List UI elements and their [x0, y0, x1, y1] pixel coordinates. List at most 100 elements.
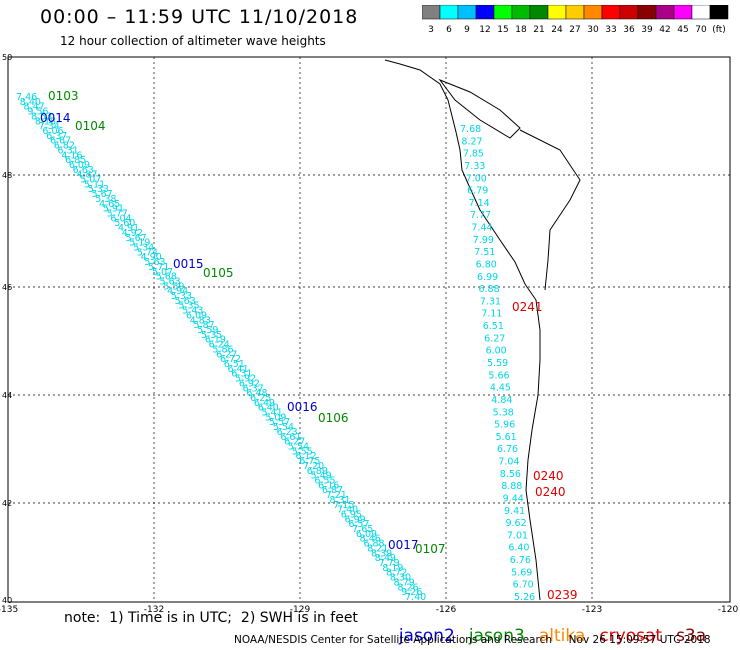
track-value: 5.92	[235, 374, 256, 385]
colorbar: 3 6 9 12 15 18 21 24 27 30 33 36 39 42 45 70 (ft)	[422, 5, 729, 35]
track-value: 6.63	[73, 165, 94, 176]
track-value: 7.33	[464, 161, 485, 172]
track-value: 7.68	[460, 124, 481, 135]
track-value: 8.26	[397, 582, 418, 593]
track-value: 5.68	[156, 272, 177, 283]
lat-tick-label: 48	[2, 171, 12, 180]
track-value: 5.43	[182, 306, 203, 317]
island-outline	[438, 78, 521, 139]
track-value: 4.16	[61, 150, 82, 161]
track-value: 7.40	[405, 592, 426, 603]
pass-label: 0240	[533, 469, 564, 483]
track-value: 6.48	[246, 388, 267, 399]
track-value: 4.94	[167, 286, 188, 297]
colorbar-label: 30	[587, 25, 599, 35]
sat-s3a: s3a	[676, 626, 707, 646]
sat-jason3: jason3	[468, 626, 525, 646]
track-value: 5.38	[95, 194, 116, 205]
track-value: 7.31	[480, 296, 501, 307]
track-value: 7.14	[469, 198, 490, 209]
pass-label: 0240	[535, 485, 566, 499]
track-value: 6.89	[307, 466, 328, 477]
track-value: 5.09	[265, 412, 286, 423]
track-value: 4.92	[122, 228, 143, 239]
map-frame	[7, 56, 731, 603]
track-value: 6.67	[50, 136, 71, 147]
pass-label: 0105	[203, 266, 234, 280]
track-value: 6.37	[243, 383, 264, 394]
track-value: 6.41	[227, 364, 248, 375]
track-value: 8.39	[371, 548, 392, 559]
track-value: 6.80	[476, 259, 497, 270]
lon-tick-label: -132	[144, 605, 164, 615]
lat-tick-label: 50	[2, 53, 12, 62]
pass-label: 0014	[40, 111, 71, 125]
colorbar-label: 27	[569, 25, 580, 35]
track-value: 8.31	[329, 495, 350, 506]
track-value: 5.74	[137, 247, 158, 258]
track-value: 8.56	[500, 469, 521, 480]
track-value: 7.77	[470, 210, 491, 221]
track-value: 8.21	[367, 543, 388, 554]
track-value: 6.16	[318, 480, 339, 491]
track-value: 6.99	[345, 514, 366, 525]
track-value: 5.35	[178, 301, 199, 312]
track-value: 5.91	[103, 204, 124, 215]
coastline	[384, 59, 541, 601]
pass-label: 0104	[75, 119, 106, 133]
track-value: 7.04	[498, 457, 519, 468]
track-value: 5.63	[144, 257, 165, 268]
lon-tick-label: -135	[0, 605, 18, 615]
track-value: 6.87	[322, 485, 343, 496]
credit-line: NOAA/NESDIS Center for Satellite Applica…	[234, 634, 711, 646]
track-value: 9.26	[401, 587, 422, 598]
lat-tick-label: 42	[2, 499, 12, 508]
track-value: 6.55	[314, 475, 335, 486]
track-value: 4.84	[491, 395, 512, 406]
track-value: 5.57	[269, 417, 290, 428]
track-value: 6.23	[277, 427, 298, 438]
track-value: 7.46	[16, 92, 37, 103]
pass-label: 0017	[388, 538, 419, 552]
track-value: 6.25	[250, 393, 271, 404]
track-value: 6.85	[65, 155, 86, 166]
track-value: 7.01	[507, 530, 528, 541]
track-value: 7.44	[471, 223, 492, 234]
lon-tick-label: -129	[290, 605, 311, 615]
colorbar-label: 9	[464, 25, 470, 35]
track-value: 6.09	[356, 529, 377, 540]
track-value: 4.83	[190, 315, 211, 326]
inland-coast	[519, 129, 581, 291]
track-value: 5.49	[311, 471, 332, 482]
track-value: 5.26	[514, 592, 535, 603]
track-value: 5.33	[171, 291, 192, 302]
track-value: 5.77	[107, 209, 128, 220]
track-value: 5.96	[494, 420, 515, 431]
track-value: 9.44	[503, 493, 524, 504]
track-value: 6.79	[467, 186, 488, 197]
track-value: 6.40	[508, 543, 529, 554]
track-value: 9.41	[504, 506, 525, 517]
track-value: 8.49	[375, 553, 396, 564]
colorbar-label: (ft)	[712, 25, 726, 35]
track-value: 7.20	[303, 461, 324, 472]
colorbar-label: 21	[533, 25, 544, 35]
pass-label: 0107	[415, 542, 446, 556]
track-value: 4.91	[118, 223, 139, 234]
track-value: 8.47	[24, 102, 45, 113]
track-value: 6.00	[486, 346, 507, 357]
track-value: 7.21	[326, 490, 347, 501]
track-value: 8.72	[386, 568, 407, 579]
track-value: 5.63	[160, 276, 181, 287]
track-value: 5.69	[511, 567, 532, 578]
pass-label: 0016	[287, 400, 318, 414]
track-value: 5.86	[212, 344, 233, 355]
colorbar-label: 42	[659, 25, 670, 35]
track-value: 6.31	[58, 145, 79, 156]
track-value: 6.57	[348, 519, 369, 530]
track-value: 7.99	[473, 235, 494, 246]
colorbar-label: 12	[479, 25, 490, 35]
track-value: 5.61	[496, 432, 517, 443]
track-value: 6.88	[363, 539, 384, 550]
